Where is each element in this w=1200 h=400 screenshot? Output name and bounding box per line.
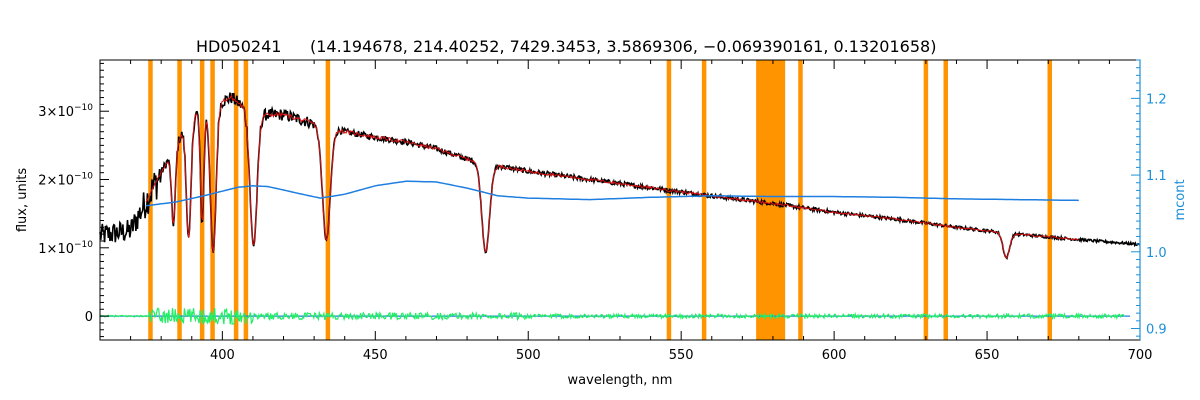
y-left-tick-label: 2×10−10 <box>38 172 93 189</box>
chart-title-params: (14.194678, 214.40252, 7429.3453, 3.5869… <box>310 37 936 56</box>
x-tick-label: 700 <box>1128 348 1153 363</box>
y-right-tick-label: 1.1 <box>1146 169 1167 184</box>
y-left-tick-label: 1×10−10 <box>38 240 93 257</box>
plot-frame <box>99 59 1141 341</box>
data-series <box>99 92 1140 325</box>
y-axis-right: 0.9 1.0 1.1 1.2 <box>1131 59 1167 340</box>
y-axis-right-label: mcont <box>1173 179 1188 220</box>
masked-band-0 <box>756 60 786 340</box>
y-right-tick-label: 1.0 <box>1146 246 1167 261</box>
x-tick-label: 650 <box>975 348 1000 363</box>
y-left-tick-label: 3×10−10 <box>38 103 93 120</box>
x-axis: 400 450 500 550 600 650 700 <box>99 60 1153 363</box>
continuum-line <box>145 180 1079 207</box>
y-axis-left-label: flux, units <box>15 168 30 233</box>
masked-regions <box>148 60 1053 340</box>
model-spectrum-line <box>145 94 1079 259</box>
chart-title-star: HD050241 <box>196 37 281 56</box>
x-tick-label: 400 <box>210 348 235 363</box>
y-left-tick-label: 0 <box>85 310 93 325</box>
x-tick-label: 550 <box>669 348 694 363</box>
x-axis-label: wavelength, nm <box>568 373 673 388</box>
y-axis-left: 0 1×10−10 2×10−10 3×10−10 <box>38 62 109 338</box>
x-tick-label: 600 <box>822 348 847 363</box>
x-tick-label: 450 <box>363 348 388 363</box>
residual-line <box>99 307 1125 325</box>
observed-spectrum-line <box>99 92 1140 260</box>
y-right-tick-label: 0.9 <box>1146 322 1167 337</box>
y-right-tick-label: 1.2 <box>1146 92 1167 107</box>
x-tick-label: 500 <box>516 348 541 363</box>
